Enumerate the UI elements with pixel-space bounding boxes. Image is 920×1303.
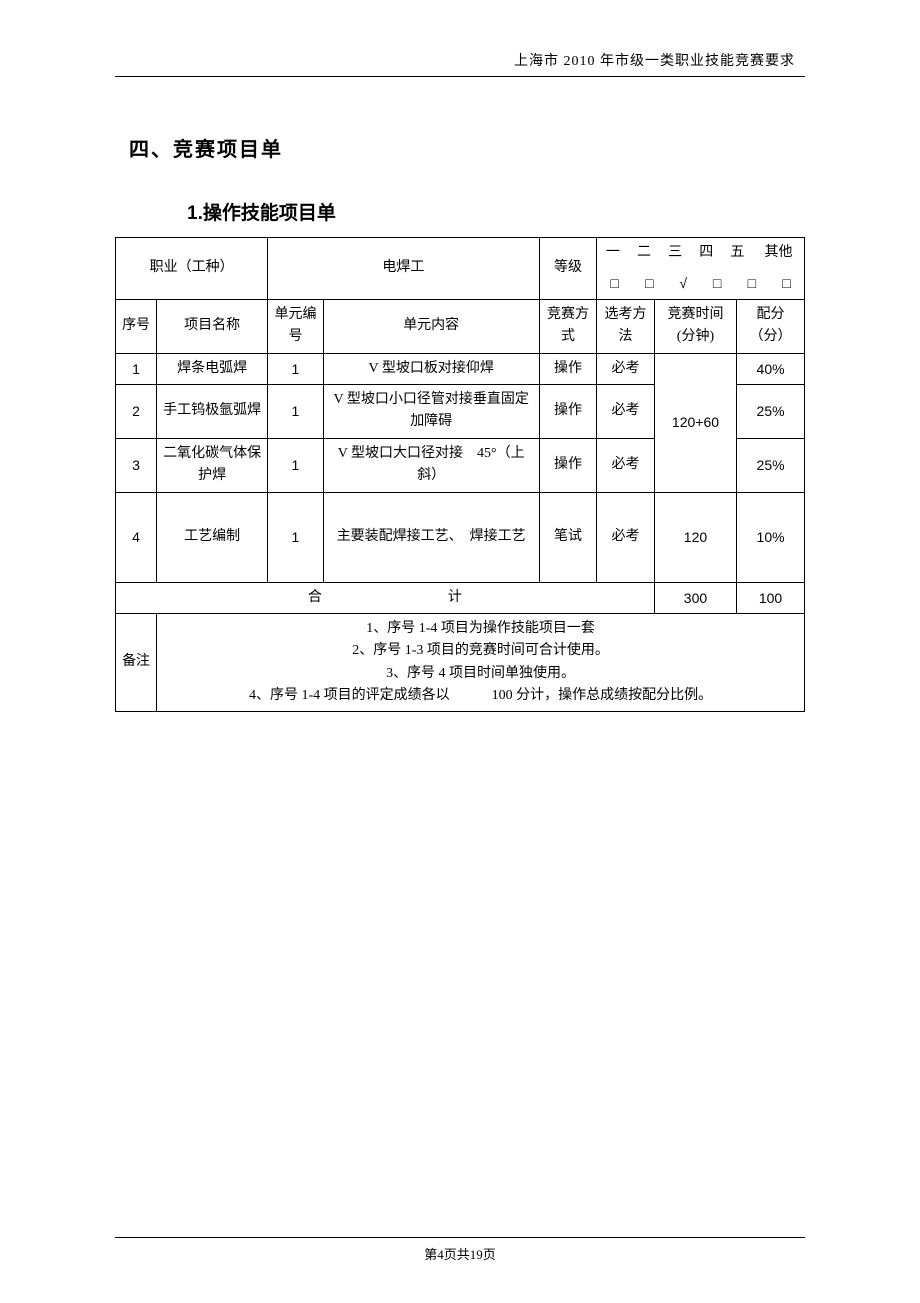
col-time: 竞赛时间(分钟) <box>654 299 736 353</box>
total-row: 合 计 300 100 <box>116 582 805 613</box>
header-rule <box>115 76 805 77</box>
level-checks-table: □ □ √ □ □ □ <box>597 268 804 298</box>
total-label: 合 计 <box>116 582 655 613</box>
cell-content: V 型坡口大口径对接 45°（上斜） <box>323 438 539 492</box>
level-3: 三 <box>660 238 691 268</box>
level-1: 一 <box>597 238 628 268</box>
sub-title: 1.操作技能项目单 <box>187 198 805 225</box>
page-footer: 第4页共19页 <box>115 1237 805 1263</box>
cell-seq: 2 <box>116 384 157 438</box>
total-time: 300 <box>654 582 736 613</box>
level-label: 等级 <box>539 238 597 300</box>
col-method: 竞赛方式 <box>539 299 597 353</box>
note-line: 1、序号 1-4 项目为操作技能项目一套 <box>161 618 800 640</box>
cell-select: 必考 <box>597 492 655 582</box>
check-3: √ <box>667 268 700 298</box>
table-row: 4 工艺编制 1 主要装配焊接工艺、 焊接工艺 笔试 必考 120 10% <box>116 492 805 582</box>
level-names-table: 一 二 三 四 五 其他 <box>597 238 804 268</box>
cell-seq: 4 <box>116 492 157 582</box>
level-4: 四 <box>691 238 722 268</box>
cell-content: 主要装配焊接工艺、 焊接工艺 <box>323 492 539 582</box>
col-content: 单元内容 <box>323 299 539 353</box>
check-5: □ <box>734 268 769 298</box>
total-score: 100 <box>737 582 805 613</box>
cell-name: 二氧化碳气体保护焊 <box>157 438 268 492</box>
level-other: 其他 <box>753 238 804 268</box>
cell-unitno: 1 <box>268 438 324 492</box>
note-line: 4、序号 1-4 项目的评定成绩各以 100 分计，操作总成绩按配分比例。 <box>161 685 800 707</box>
cell-content: V 型坡口板对接仰焊 <box>323 353 539 384</box>
occupation-value: 电焊工 <box>268 238 539 300</box>
cell-method: 操作 <box>539 384 597 438</box>
cell-unitno: 1 <box>268 353 324 384</box>
col-unitno: 单元编号 <box>268 299 324 353</box>
cell-score: 40% <box>737 353 805 384</box>
cell-name: 焊条电弧焊 <box>157 353 268 384</box>
check-6: □ <box>769 268 804 298</box>
section-title: 四、竞赛项目单 <box>129 133 805 162</box>
cell-time-merged: 120+60 <box>654 353 736 492</box>
check-2: □ <box>632 268 667 298</box>
page-header: 上海市 2010 年市级一类职业技能竞赛要求 <box>115 50 805 70</box>
level-5: 五 <box>722 238 753 268</box>
cell-method: 操作 <box>539 438 597 492</box>
footer-text: 第4页共19页 <box>424 1247 496 1262</box>
note-line: 2、序号 1-3 项目的竞赛时间可合计使用。 <box>161 640 800 662</box>
cell-unitno: 1 <box>268 384 324 438</box>
column-header-row: 序号 项目名称 单元编号 单元内容 竞赛方式 选考方法 竞赛时间(分钟) 配分（… <box>116 299 805 353</box>
level-2: 二 <box>628 238 659 268</box>
notes-content: 1、序号 1-4 项目为操作技能项目一套 2、序号 1-3 项目的竞赛时间可合计… <box>157 613 805 712</box>
cell-time: 120 <box>654 492 736 582</box>
notes-row: 备注 1、序号 1-4 项目为操作技能项目一套 2、序号 1-3 项目的竞赛时间… <box>116 613 805 712</box>
col-select: 选考方法 <box>597 299 655 353</box>
cell-select: 必考 <box>597 353 655 384</box>
cell-score: 25% <box>737 384 805 438</box>
note-line: 3、序号 4 项目时间单独使用。 <box>161 663 800 685</box>
occupation-label: 职业（工种） <box>116 238 268 300</box>
col-name: 项目名称 <box>157 299 268 353</box>
level-names-cell: 一 二 三 四 五 其他 <box>597 238 805 269</box>
col-seq: 序号 <box>116 299 157 353</box>
cell-select: 必考 <box>597 384 655 438</box>
level-checks-cell: □ □ √ □ □ □ <box>597 268 805 299</box>
project-table: 职业（工种） 电焊工 等级 一 二 三 四 五 其他 <box>115 237 805 712</box>
meta-row: 职业（工种） 电焊工 等级 一 二 三 四 五 其他 <box>116 238 805 269</box>
cell-seq: 3 <box>116 438 157 492</box>
cell-method: 笔试 <box>539 492 597 582</box>
cell-select: 必考 <box>597 438 655 492</box>
check-4: □ <box>700 268 735 298</box>
cell-name: 工艺编制 <box>157 492 268 582</box>
table-row: 1 焊条电弧焊 1 V 型坡口板对接仰焊 操作 必考 120+60 40% <box>116 353 805 384</box>
cell-score: 25% <box>737 438 805 492</box>
check-1: □ <box>597 268 632 298</box>
col-score: 配分（分） <box>737 299 805 353</box>
notes-label-text: 备注 <box>120 647 152 678</box>
cell-score: 10% <box>737 492 805 582</box>
cell-unitno: 1 <box>268 492 324 582</box>
cell-content: V 型坡口小口径管对接垂直固定加障碍 <box>323 384 539 438</box>
footer-rule <box>115 1237 805 1238</box>
cell-method: 操作 <box>539 353 597 384</box>
cell-seq: 1 <box>116 353 157 384</box>
notes-label: 备注 <box>116 613 157 712</box>
cell-name: 手工钨极氩弧焊 <box>157 384 268 438</box>
page: 上海市 2010 年市级一类职业技能竞赛要求 四、竞赛项目单 1.操作技能项目单… <box>0 0 920 1303</box>
